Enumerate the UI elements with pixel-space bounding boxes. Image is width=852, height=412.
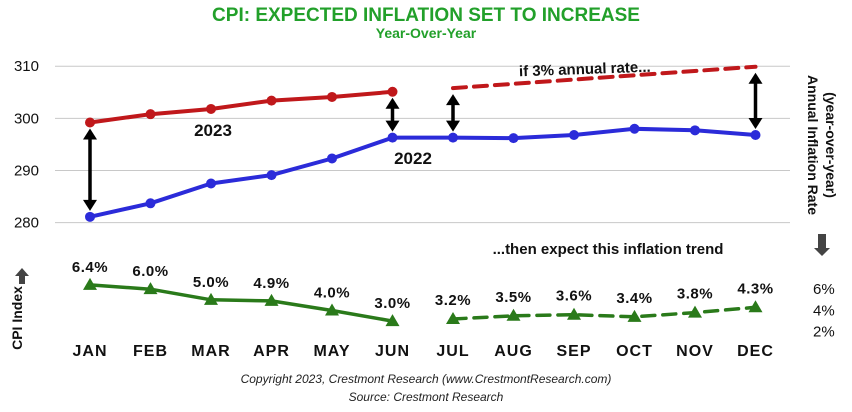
month-label-jul: JUL: [436, 343, 469, 360]
series-line-0: [88, 126, 758, 219]
month-label-nov: NOV: [676, 343, 714, 360]
series-line-4: [451, 305, 758, 321]
data-point: [629, 123, 640, 134]
series-line-2: [451, 64, 758, 91]
month-label-may: MAY: [313, 343, 350, 360]
right-axis-ticks: 2% 4% 6%: [813, 281, 835, 341]
right-tick-label: 2%: [813, 324, 835, 341]
series-line-1: [88, 89, 395, 125]
left-tick-label: 300: [14, 110, 39, 127]
data-label: 3.2%: [435, 292, 471, 309]
data-label: 6.4%: [72, 259, 108, 276]
data-label: 4.3%: [737, 280, 773, 297]
difference-arrows: [83, 72, 763, 211]
data-point: [448, 132, 458, 143]
copyright-text: Copyright 2023, Crestmont Research (www.…: [241, 372, 612, 386]
right-tick-label: 6%: [813, 281, 835, 298]
month-label-dec: DEC: [737, 343, 774, 360]
data-point-triangle: [325, 303, 339, 316]
data-label: 4.0%: [314, 284, 350, 301]
data-point-triangle: [264, 293, 279, 306]
data-point: [206, 178, 216, 189]
data-label: 3.6%: [556, 288, 592, 305]
month-label-apr: APR: [253, 343, 290, 360]
difference-arrow: [446, 94, 460, 132]
data-point: [750, 130, 761, 141]
series-line-3: [88, 283, 395, 323]
series-label-2023: 2023: [194, 121, 232, 140]
data-point-triangle: [506, 308, 521, 321]
left-tick-label: 280: [14, 215, 39, 232]
data-point-triangle: [204, 292, 218, 305]
data-point-triangle: [688, 305, 702, 318]
data-point: [387, 132, 398, 143]
month-label-sep: SEP: [556, 343, 591, 360]
chart-subtitle: Year-Over-Year: [376, 25, 477, 41]
data-point: [145, 198, 156, 209]
month-label-jun: JUN: [375, 343, 410, 360]
left-tick-label: 290: [14, 162, 39, 179]
data-point-triangle: [446, 311, 460, 324]
data-point: [266, 95, 277, 106]
data-point-triangle: [567, 307, 581, 320]
data-label: 3.0%: [374, 295, 410, 312]
series-label-2022: 2022: [394, 149, 432, 168]
data-labels: 6.4% 6.0% 5.0% 4.9% 4.0% 3.0% 3.2% 3.5% 3.6% 3.4%…: [72, 259, 773, 312]
chart-title: CPI: EXPECTED INFLATION SET TO INCREASE: [212, 5, 640, 26]
data-label: 5.0%: [193, 274, 229, 291]
data-point: [206, 103, 216, 114]
source-text: Source: Crestmont Research: [349, 390, 504, 404]
difference-arrow: [83, 128, 97, 211]
data-point: [327, 153, 337, 164]
data-label: 6.0%: [132, 263, 168, 280]
right-axis-label-line1: Annual Inflation Rate: [805, 75, 821, 215]
month-label-aug: AUG: [494, 343, 533, 360]
data-point: [85, 117, 95, 128]
right-tick-label: 4%: [813, 302, 835, 319]
left-tick-label: 310: [14, 58, 39, 75]
annotation-3pct-rate: if 3% annual rate...: [519, 59, 651, 81]
data-point: [145, 109, 156, 120]
data-label: 3.8%: [677, 286, 713, 303]
data-point-triangle: [385, 314, 400, 327]
data-point-triangle: [83, 277, 97, 290]
data-point: [85, 211, 95, 222]
difference-arrow: [385, 97, 400, 132]
month-label-jan: JAN: [72, 343, 107, 360]
difference-arrow: [748, 72, 763, 130]
data-label: 3.5%: [495, 289, 531, 306]
month-label-oct: OCT: [616, 343, 653, 360]
data-point-triangle: [143, 282, 158, 295]
data-point: [508, 133, 519, 144]
data-point: [569, 130, 579, 141]
data-point: [387, 86, 398, 97]
month-label-mar: MAR: [191, 343, 230, 360]
data-label: 4.9%: [253, 275, 289, 292]
month-label-feb: FEB: [133, 343, 168, 360]
left-axis-up-arrow-icon: [15, 268, 29, 284]
right-axis-down-arrow-icon: [814, 234, 830, 256]
data-point: [690, 125, 700, 136]
data-point-triangle: [748, 300, 763, 313]
data-point: [266, 170, 277, 181]
x-axis-month-labels: JAN FEB MAR APR MAY JUN JUL AUG SEP OCT NOV DEC: [72, 343, 774, 360]
right-axis-label-line2: (year-over-year): [823, 92, 839, 198]
data-point-triangle: [627, 309, 642, 322]
left-axis-label: CPI Index: [9, 286, 25, 350]
left-axis-ticks: 280 290 300 310: [14, 58, 39, 231]
data-label: 3.4%: [616, 290, 652, 307]
data-point: [327, 91, 337, 102]
grid-lines: [55, 65, 790, 224]
series-layer: [83, 64, 763, 327]
annotation-inflation-trend: ...then expect this inflation trend: [493, 241, 724, 258]
